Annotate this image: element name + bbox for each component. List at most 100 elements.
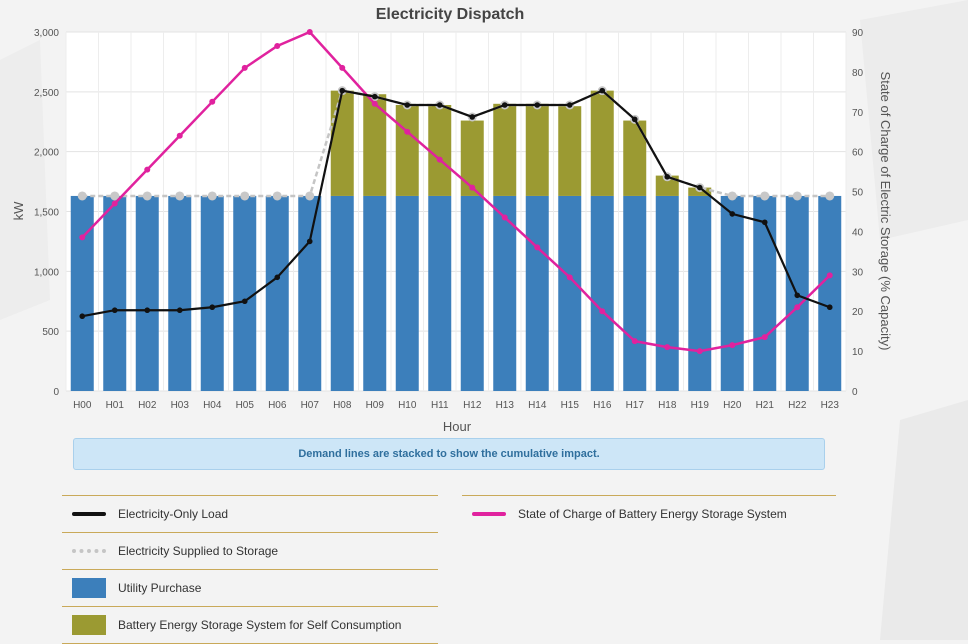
point-supplied-to-storage-h20[interactable] bbox=[727, 191, 737, 201]
point-state-of-charge-h03[interactable] bbox=[176, 132, 183, 139]
point-electricity-only-load-h12[interactable] bbox=[469, 114, 476, 120]
bar-utility-purchase-h20[interactable] bbox=[720, 195, 744, 391]
bar-utility-purchase-h18[interactable] bbox=[655, 195, 679, 391]
point-state-of-charge-h04[interactable] bbox=[209, 98, 216, 105]
point-state-of-charge-h06[interactable] bbox=[274, 42, 281, 49]
point-state-of-charge-h11[interactable] bbox=[436, 156, 443, 163]
point-state-of-charge-h02[interactable] bbox=[144, 166, 151, 173]
point-state-of-charge-h15[interactable] bbox=[566, 274, 573, 281]
point-supplied-to-storage-h23[interactable] bbox=[825, 191, 835, 201]
bar-battery-energy-storage-system-for-self-consumption-h15[interactable] bbox=[558, 106, 582, 196]
legend-item-state-of-charge[interactable]: State of Charge of Battery Energy Storag… bbox=[462, 495, 836, 532]
bar-battery-energy-storage-system-for-self-consumption-h12[interactable] bbox=[460, 120, 484, 196]
bar-utility-purchase-h00[interactable] bbox=[70, 195, 94, 391]
point-supplied-to-storage-h06[interactable] bbox=[272, 191, 282, 201]
bar-battery-energy-storage-system-for-self-consumption-h16[interactable] bbox=[590, 90, 614, 196]
bar-battery-energy-storage-system-for-self-consumption-h14[interactable] bbox=[525, 103, 549, 196]
bar-utility-purchase-h13[interactable] bbox=[493, 195, 517, 391]
point-state-of-charge-h23[interactable] bbox=[826, 272, 833, 279]
legend-item-electricity-only-load[interactable]: Electricity-Only Load bbox=[62, 495, 438, 532]
point-state-of-charge-h07[interactable] bbox=[306, 29, 313, 35]
bar-utility-purchase-h11[interactable] bbox=[428, 195, 452, 391]
point-electricity-only-load-h20[interactable] bbox=[729, 211, 736, 217]
point-electricity-only-load-h02[interactable] bbox=[144, 307, 151, 314]
point-state-of-charge-h22[interactable] bbox=[794, 304, 801, 311]
point-state-of-charge-h19[interactable] bbox=[696, 348, 703, 355]
point-supplied-to-storage-h22[interactable] bbox=[792, 191, 802, 201]
point-electricity-only-load-h05[interactable] bbox=[241, 298, 248, 305]
bar-utility-purchase-h19[interactable] bbox=[688, 195, 712, 391]
point-state-of-charge-h12[interactable] bbox=[469, 184, 476, 191]
line-state-of-charge[interactable] bbox=[81, 30, 831, 353]
point-electricity-only-load-h10[interactable] bbox=[404, 102, 411, 108]
bar-battery-energy-storage-system-for-self-consumption-h08[interactable] bbox=[330, 90, 354, 196]
point-state-of-charge-h10[interactable] bbox=[404, 128, 411, 135]
bar-utility-purchase-h09[interactable] bbox=[363, 195, 387, 391]
point-electricity-only-load-h08[interactable] bbox=[339, 87, 346, 94]
point-electricity-only-load-h14[interactable] bbox=[534, 102, 541, 108]
point-electricity-only-load-h21[interactable] bbox=[761, 219, 768, 226]
bar-utility-purchase-h03[interactable] bbox=[168, 195, 192, 391]
bar-utility-purchase-h08[interactable] bbox=[330, 195, 354, 391]
point-supplied-to-storage-h05[interactable] bbox=[240, 191, 250, 201]
bar-utility-purchase-h06[interactable] bbox=[265, 195, 289, 391]
point-electricity-only-load-h13[interactable] bbox=[501, 102, 508, 108]
bar-utility-purchase-h12[interactable] bbox=[460, 195, 484, 391]
line-electricity-only-load[interactable] bbox=[82, 89, 831, 318]
point-electricity-only-load-h22[interactable] bbox=[794, 292, 801, 299]
line-electricity-supplied-to-storage[interactable] bbox=[82, 89, 830, 198]
bar-battery-energy-storage-system-for-self-consumption-h09[interactable] bbox=[363, 94, 387, 196]
point-electricity-only-load-h11[interactable] bbox=[436, 102, 443, 108]
bar-battery-energy-storage-system-for-self-consumption-h18[interactable] bbox=[655, 175, 679, 196]
point-state-of-charge-h05[interactable] bbox=[241, 64, 248, 71]
point-electricity-only-load-h15[interactable] bbox=[566, 102, 573, 108]
point-electricity-only-load-h09[interactable] bbox=[371, 93, 378, 100]
point-supplied-to-storage-h00[interactable] bbox=[77, 191, 87, 201]
point-state-of-charge-h17[interactable] bbox=[631, 338, 638, 345]
point-state-of-charge-h00[interactable] bbox=[79, 234, 86, 241]
point-state-of-charge-h18[interactable] bbox=[664, 344, 671, 351]
point-electricity-only-load-h23[interactable] bbox=[826, 304, 833, 311]
point-electricity-only-load-h06[interactable] bbox=[274, 274, 281, 281]
bar-utility-purchase-h17[interactable] bbox=[623, 195, 647, 391]
bar-utility-purchase-h14[interactable] bbox=[525, 195, 549, 391]
legend-item-battery-self-consumption[interactable]: Battery Energy Storage System for Self C… bbox=[62, 606, 438, 644]
point-state-of-charge-h01[interactable] bbox=[111, 200, 118, 207]
bar-utility-purchase-h04[interactable] bbox=[200, 195, 224, 391]
point-electricity-only-load-h16[interactable] bbox=[599, 87, 606, 94]
bar-utility-purchase-h02[interactable] bbox=[135, 195, 159, 391]
point-supplied-to-storage-h02[interactable] bbox=[142, 191, 152, 201]
bar-utility-purchase-h01[interactable] bbox=[103, 195, 127, 391]
point-supplied-to-storage-h21[interactable] bbox=[760, 191, 770, 201]
point-electricity-only-load-h01[interactable] bbox=[111, 307, 118, 314]
point-state-of-charge-h21[interactable] bbox=[761, 334, 768, 341]
point-supplied-to-storage-h03[interactable] bbox=[175, 191, 185, 201]
bar-battery-energy-storage-system-for-self-consumption-h13[interactable] bbox=[493, 103, 517, 196]
point-state-of-charge-h16[interactable] bbox=[599, 308, 606, 315]
bar-utility-purchase-h05[interactable] bbox=[233, 195, 257, 391]
point-state-of-charge-h20[interactable] bbox=[729, 342, 736, 349]
point-electricity-only-load-h19[interactable] bbox=[696, 184, 703, 191]
bar-battery-energy-storage-system-for-self-consumption-h10[interactable] bbox=[395, 104, 419, 196]
bar-utility-purchase-h21[interactable] bbox=[753, 195, 777, 391]
point-supplied-to-storage-h07[interactable] bbox=[305, 191, 315, 201]
point-supplied-to-storage-h04[interactable] bbox=[207, 191, 217, 201]
bar-utility-purchase-h15[interactable] bbox=[558, 195, 582, 391]
point-electricity-only-load-h04[interactable] bbox=[209, 304, 216, 311]
point-supplied-to-storage-h01[interactable] bbox=[110, 191, 120, 201]
bar-utility-purchase-h07[interactable] bbox=[298, 195, 322, 391]
bar-battery-energy-storage-system-for-self-consumption-h11[interactable] bbox=[428, 104, 452, 196]
point-state-of-charge-h09[interactable] bbox=[371, 100, 378, 107]
point-electricity-only-load-h03[interactable] bbox=[176, 307, 183, 314]
bar-utility-purchase-h16[interactable] bbox=[590, 195, 614, 391]
point-state-of-charge-h14[interactable] bbox=[534, 244, 541, 251]
point-electricity-only-load-h00[interactable] bbox=[79, 313, 86, 320]
point-electricity-only-load-h18[interactable] bbox=[664, 173, 671, 180]
point-electricity-only-load-h07[interactable] bbox=[306, 238, 313, 245]
bar-utility-purchase-h23[interactable] bbox=[818, 195, 842, 391]
legend-item-utility-purchase[interactable]: Utility Purchase bbox=[62, 569, 438, 606]
bar-battery-energy-storage-system-for-self-consumption-h17[interactable] bbox=[623, 120, 647, 196]
point-state-of-charge-h13[interactable] bbox=[501, 214, 508, 221]
legend-item-electricity-supplied-to-storage[interactable]: Electricity Supplied to Storage bbox=[62, 532, 438, 569]
point-state-of-charge-h08[interactable] bbox=[339, 64, 346, 71]
